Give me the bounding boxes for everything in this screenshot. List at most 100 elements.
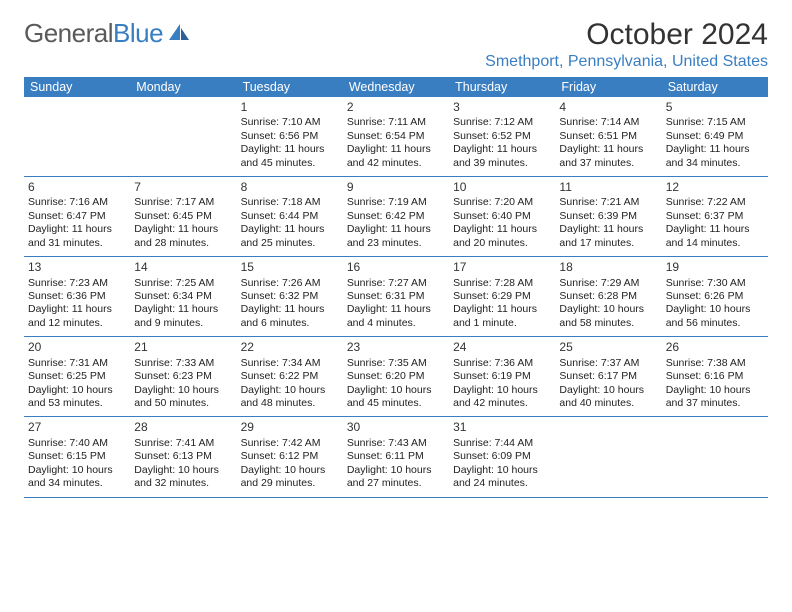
empty-cell xyxy=(555,417,661,496)
day-number: 10 xyxy=(453,180,551,195)
day-cell: 10Sunrise: 7:20 AMSunset: 6:40 PMDayligh… xyxy=(449,177,555,256)
day-number: 4 xyxy=(559,100,657,115)
daylight-text: Daylight: 11 hours and 39 minutes. xyxy=(453,143,551,170)
sunset-text: Sunset: 6:29 PM xyxy=(453,290,551,303)
day-cell: 23Sunrise: 7:35 AMSunset: 6:20 PMDayligh… xyxy=(343,337,449,416)
daylight-text: Daylight: 10 hours and 27 minutes. xyxy=(347,464,445,491)
day-number: 27 xyxy=(28,420,126,435)
day-cell: 18 Sunrise: 7:29 AMSunset: 6:28 PMDayligh… xyxy=(555,257,661,336)
sunrise-text: Sunrise: 7:12 AM xyxy=(453,116,551,129)
sunrise-text: Sunrise: 7:18 AM xyxy=(241,196,339,209)
empty-cell xyxy=(662,417,768,496)
week-row: 6Sunrise: 7:16 AMSunset: 6:47 PMDaylight… xyxy=(24,177,768,257)
daylight-text: Daylight: 10 hours and 34 minutes. xyxy=(28,464,126,491)
sunrise-text: Sunrise: 7:44 AM xyxy=(453,437,551,450)
day-cell: 7Sunrise: 7:17 AMSunset: 6:45 PMDaylight… xyxy=(130,177,236,256)
daylight-text: Daylight: 11 hours and 4 minutes. xyxy=(347,303,445,330)
day-number: 1 xyxy=(241,100,339,115)
day-cell: 27Sunrise: 7:40 AMSunset: 6:15 PMDayligh… xyxy=(24,417,130,496)
sunset-text: Sunset: 6:28 PM xyxy=(559,290,657,303)
sunrise-text: Sunrise: 7:35 AM xyxy=(347,357,445,370)
calendar-grid: SundayMondayTuesdayWednesdayThursdayFrid… xyxy=(24,77,768,498)
sunrise-text: Sunrise: 7:31 AM xyxy=(28,357,126,370)
sunset-text: Sunset: 6:52 PM xyxy=(453,130,551,143)
day-cell: 5Sunrise: 7:15 AMSunset: 6:49 PMDaylight… xyxy=(662,97,768,176)
daylight-text: Daylight: 11 hours and 45 minutes. xyxy=(241,143,339,170)
day-number: 7 xyxy=(134,180,232,195)
page-header: GeneralBlue October 2024 Smethport, Penn… xyxy=(24,18,768,71)
sunrise-text: Sunrise: 7:23 AM xyxy=(28,277,126,290)
sunset-text: Sunset: 6:47 PM xyxy=(28,210,126,223)
weekday-header-thursday: Thursday xyxy=(449,77,555,97)
logo-text-general: General xyxy=(24,18,113,49)
day-number: 22 xyxy=(241,340,339,355)
day-number: 18 xyxy=(559,260,657,275)
daylight-text: Daylight: 10 hours and 45 minutes. xyxy=(347,384,445,411)
sunset-text: Sunset: 6:23 PM xyxy=(134,370,232,383)
daylight-text: Daylight: 11 hours and 37 minutes. xyxy=(559,143,657,170)
sunrise-text: Sunrise: 7:27 AM xyxy=(347,277,445,290)
calendar-page: GeneralBlue October 2024 Smethport, Penn… xyxy=(0,0,792,498)
day-cell: 9Sunrise: 7:19 AMSunset: 6:42 PMDaylight… xyxy=(343,177,449,256)
daylight-text: Daylight: 10 hours and 56 minutes. xyxy=(666,303,764,330)
weeks-container: 1Sunrise: 7:10 AMSunset: 6:56 PMDaylight… xyxy=(24,97,768,498)
weekday-header-friday: Friday xyxy=(555,77,661,97)
day-cell: 24Sunrise: 7:36 AMSunset: 6:19 PMDayligh… xyxy=(449,337,555,416)
daylight-text: Daylight: 11 hours and 28 minutes. xyxy=(134,223,232,250)
sunset-text: Sunset: 6:26 PM xyxy=(666,290,764,303)
day-cell: 14Sunrise: 7:25 AMSunset: 6:34 PMDayligh… xyxy=(130,257,236,336)
daylight-text: Daylight: 10 hours and 37 minutes. xyxy=(666,384,764,411)
daylight-text: Daylight: 10 hours and 40 minutes. xyxy=(559,384,657,411)
day-number: 16 xyxy=(347,260,445,275)
sunrise-text: Sunrise: 7:41 AM xyxy=(134,437,232,450)
daylight-text: Daylight: 11 hours and 1 minute. xyxy=(453,303,551,330)
daylight-text: Daylight: 11 hours and 14 minutes. xyxy=(666,223,764,250)
daylight-text: Daylight: 10 hours and 50 minutes. xyxy=(134,384,232,411)
weekday-header-monday: Monday xyxy=(130,77,236,97)
sunrise-text: Sunrise: 7:16 AM xyxy=(28,196,126,209)
day-number: 28 xyxy=(134,420,232,435)
day-cell: 1Sunrise: 7:10 AMSunset: 6:56 PMDaylight… xyxy=(237,97,343,176)
weekday-header-tuesday: Tuesday xyxy=(237,77,343,97)
sunrise-text: Sunrise: 7:30 AM xyxy=(666,277,764,290)
day-cell: 26Sunrise: 7:38 AMSunset: 6:16 PMDayligh… xyxy=(662,337,768,416)
sunrise-text: Sunrise: 7:26 AM xyxy=(241,277,339,290)
sunrise-text: Sunrise: 7:10 AM xyxy=(241,116,339,129)
day-cell: 4Sunrise: 7:14 AMSunset: 6:51 PMDaylight… xyxy=(555,97,661,176)
daylight-text: Daylight: 11 hours and 31 minutes. xyxy=(28,223,126,250)
sunrise-text: Sunrise: 7:29 AM xyxy=(559,277,657,290)
sunrise-text: Sunrise: 7:34 AM xyxy=(241,357,339,370)
daylight-text: Daylight: 10 hours and 24 minutes. xyxy=(453,464,551,491)
daylight-text: Daylight: 11 hours and 23 minutes. xyxy=(347,223,445,250)
day-number: 8 xyxy=(241,180,339,195)
day-cell: 6Sunrise: 7:16 AMSunset: 6:47 PMDaylight… xyxy=(24,177,130,256)
sunset-text: Sunset: 6:16 PM xyxy=(666,370,764,383)
sunset-text: Sunset: 6:51 PM xyxy=(559,130,657,143)
logo: GeneralBlue xyxy=(24,18,191,49)
sunset-text: Sunset: 6:25 PM xyxy=(28,370,126,383)
day-cell: 8Sunrise: 7:18 AMSunset: 6:44 PMDaylight… xyxy=(237,177,343,256)
month-title: October 2024 xyxy=(485,18,768,51)
day-cell: 29Sunrise: 7:42 AMSunset: 6:12 PMDayligh… xyxy=(237,417,343,496)
daylight-text: Daylight: 11 hours and 12 minutes. xyxy=(28,303,126,330)
day-number: 2 xyxy=(347,100,445,115)
sunset-text: Sunset: 6:36 PM xyxy=(28,290,126,303)
empty-cell xyxy=(24,97,130,176)
day-cell: 30Sunrise: 7:43 AMSunset: 6:11 PMDayligh… xyxy=(343,417,449,496)
sunrise-text: Sunrise: 7:20 AM xyxy=(453,196,551,209)
sunrise-text: Sunrise: 7:19 AM xyxy=(347,196,445,209)
sunrise-text: Sunrise: 7:22 AM xyxy=(666,196,764,209)
day-number: 6 xyxy=(28,180,126,195)
weekday-header-row: SundayMondayTuesdayWednesdayThursdayFrid… xyxy=(24,77,768,97)
day-number: 9 xyxy=(347,180,445,195)
sunrise-text: Sunrise: 7:33 AM xyxy=(134,357,232,370)
location-text: Smethport, Pennsylvania, United States xyxy=(485,53,768,71)
day-cell: 11Sunrise: 7:21 AMSunset: 6:39 PMDayligh… xyxy=(555,177,661,256)
week-row: 1Sunrise: 7:10 AMSunset: 6:56 PMDaylight… xyxy=(24,97,768,177)
day-number: 15 xyxy=(241,260,339,275)
day-number: 5 xyxy=(666,100,764,115)
day-number: 29 xyxy=(241,420,339,435)
daylight-text: Daylight: 10 hours and 58 minutes. xyxy=(559,303,657,330)
day-number: 26 xyxy=(666,340,764,355)
weekday-header-saturday: Saturday xyxy=(662,77,768,97)
